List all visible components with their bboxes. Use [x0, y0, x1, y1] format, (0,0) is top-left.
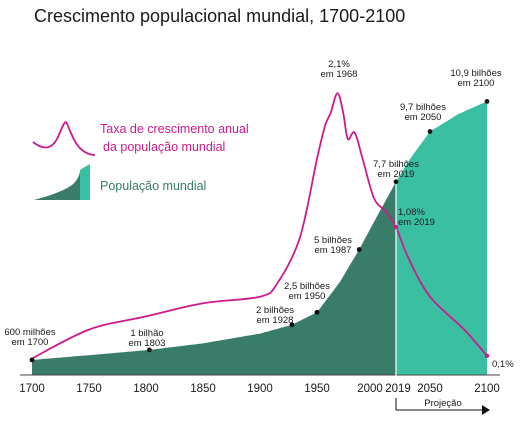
x-tick-label: 1950 [304, 383, 330, 395]
annotation-label: 9,7 bilhões [400, 102, 446, 113]
annotation-dot [289, 322, 295, 328]
x-tick-label: 1850 [190, 383, 216, 395]
annotation-label: em 2050 [405, 112, 442, 123]
annotation-label: em 1928 [257, 315, 294, 326]
annotation-dot [484, 353, 490, 359]
annotation-label: 600 milhões [4, 327, 55, 338]
annotation-label: em 1803 [129, 338, 166, 349]
x-tick-label: 2100 [474, 383, 500, 395]
x-tick-label: 1700 [19, 383, 45, 395]
annotation-dot [147, 347, 152, 353]
chart-title: Crescimento populacional mundial, 1700-2… [34, 6, 406, 26]
population-area-historic [32, 181, 396, 375]
growth-rate-line-group [31, 92, 488, 360]
x-axis: 1700 1750 1800 1850 1900 1950 2000 2019 2050 2100 [19, 170, 500, 395]
annotation-label: 2 bilhões [256, 305, 294, 316]
population-areas [32, 101, 487, 376]
projection-label: Projeção [424, 398, 462, 409]
annotation-label: em 2019 [378, 169, 415, 180]
annotation-dot [427, 129, 433, 134]
annotation-label: em 1968 [321, 69, 358, 80]
annotation-label: 2,1% [328, 59, 350, 70]
projection-arrowhead [482, 405, 490, 415]
legend: Taxa de crescimento anual da população mu… [32, 121, 249, 200]
annotation-dot [484, 99, 490, 104]
annotation-dot [356, 247, 362, 252]
annotation-dot [393, 179, 399, 185]
annotation-label: 1 bilhão [130, 328, 163, 339]
x-tick-label: 2019 [385, 383, 411, 395]
annotation-label: em 1987 [315, 245, 352, 256]
annotation-label: em 1700 [12, 337, 49, 348]
annotation-dot [29, 357, 35, 363]
annotation-label: em 2100 [458, 78, 495, 89]
legend-growth-rate-swatch [32, 121, 96, 156]
x-tick-label: 1750 [76, 383, 102, 395]
legend-population-label: População mundial [100, 179, 206, 193]
annotation-label: 5 bilhões [314, 235, 352, 246]
legend-population-swatch-historic [34, 170, 80, 200]
projection-marker: Projeção [395, 398, 490, 415]
annotation-label: 0,1% [492, 359, 514, 370]
annotation-label: em 2019 [398, 217, 435, 228]
x-tick-label: 2050 [417, 383, 443, 395]
legend-growth-rate-label-line2: da população mundial [103, 140, 225, 154]
annotation-label: 1,08% [398, 207, 425, 218]
annotation-dot [314, 309, 320, 315]
annotation-dot [393, 224, 399, 230]
x-tick-label: 1900 [247, 383, 273, 395]
growth-rate-line [31, 92, 488, 360]
legend-population-swatch-projection [80, 164, 90, 200]
legend-growth-rate-label: Taxa de crescimento anual [100, 122, 249, 136]
x-tick-label: 1800 [133, 383, 159, 395]
annotation-label: 10,9 bilhões [450, 68, 501, 79]
annotation-label: 2,5 bilhões [284, 281, 330, 292]
annotation-label: 7,7 bilhões [373, 159, 419, 170]
annotation-label: em 1950 [289, 291, 326, 302]
population-area-projection [396, 101, 487, 376]
x-tick-label: 2000 [357, 383, 383, 395]
